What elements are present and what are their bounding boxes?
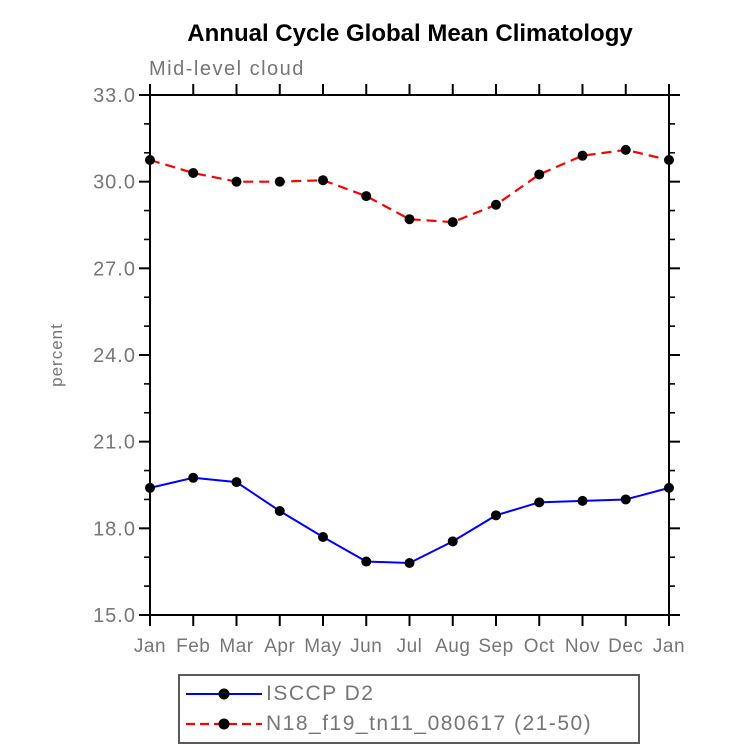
y-tick-label: 24.0 (93, 345, 136, 367)
x-tick-label: Jan (134, 636, 166, 657)
data-point-marker (447, 217, 458, 228)
data-point-marker (534, 497, 545, 508)
data-point-marker (620, 144, 631, 155)
data-point-marker (534, 169, 545, 180)
y-tick-label: 21.0 (93, 432, 136, 454)
data-point-marker (491, 199, 501, 210)
x-tick-label: Jan (653, 636, 685, 657)
x-tick-label: May (304, 636, 341, 657)
x-tick-label: Jul (397, 636, 423, 657)
data-point-marker (664, 155, 674, 165)
legend-sample-marker (218, 718, 230, 730)
x-tick-label: Jun (350, 636, 382, 657)
series-line-isccp-d2 (149, 476, 670, 565)
legend-entry-isccp-d2: ISCCP D2 (184, 682, 638, 706)
x-tick-label: Nov (565, 636, 600, 657)
x-tick-label: Oct (524, 636, 555, 657)
data-point-marker (361, 556, 372, 567)
data-point-marker (231, 176, 242, 187)
data-point-marker (145, 155, 155, 165)
x-tick-label: Mar (219, 636, 253, 657)
data-point-marker (404, 558, 415, 568)
series-line-n18 (149, 148, 670, 224)
x-tick-label: Dec (608, 636, 643, 657)
x-tick-label: Apr (264, 636, 295, 657)
data-point-marker (577, 150, 588, 161)
data-point-marker (361, 191, 372, 202)
chart-subtitle: Mid-level cloud (149, 58, 305, 80)
y-axis-title: percent (47, 323, 66, 387)
legend-label-isccp-d2: ISCCP D2 (266, 682, 375, 705)
data-point-marker (577, 495, 588, 506)
y-tick-label: 15.0 (93, 605, 136, 627)
y-tick-label: 27.0 (93, 258, 136, 280)
data-point-marker (491, 510, 501, 521)
data-point-marker (318, 532, 328, 542)
y-tick-label: 18.0 (93, 518, 136, 540)
legend-line-sample-blue (186, 688, 262, 700)
data-point-marker (274, 506, 285, 516)
legend-box: ISCCP D2 N18_f19_tn11_080617 (21-50) (178, 674, 640, 744)
legend-line-sample-red (186, 718, 262, 730)
x-tick-label: Sep (478, 636, 513, 657)
y-tick-label: 30.0 (93, 172, 136, 194)
x-tick-label: Aug (435, 636, 470, 657)
data-point-marker (620, 494, 631, 505)
legend-sample-marker (218, 688, 230, 700)
axis-frame (149, 94, 670, 616)
data-point-marker (188, 168, 199, 178)
data-point-marker (274, 176, 285, 187)
y-tick-label: 33.0 (93, 85, 136, 107)
data-point-marker (188, 472, 199, 483)
data-point-marker (231, 477, 242, 488)
data-point-marker (145, 482, 155, 493)
data-point-marker (447, 536, 458, 547)
data-point-marker (318, 175, 328, 186)
data-point-marker (664, 482, 674, 493)
chart-title: Annual Cycle Global Mean Climatology (187, 20, 633, 47)
legend-entry-n18: N18_f19_tn11_080617 (21-50) (184, 712, 638, 736)
data-point-marker (404, 214, 415, 225)
legend-label-n18: N18_f19_tn11_080617 (21-50) (266, 712, 593, 735)
x-tick-label: Feb (176, 636, 210, 657)
